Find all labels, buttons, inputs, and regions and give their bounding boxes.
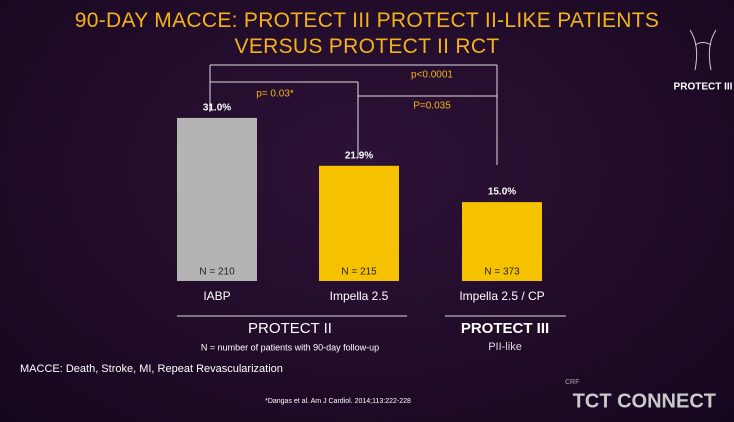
chart-title: 90-DAY MACCE: PROTECT III PROTECT II-LIK… [74, 9, 660, 58]
x-tick-label: Impella 2.5 / CP [459, 289, 544, 303]
logo: PROTECT III [674, 82, 733, 93]
sample-size: N = 373 [484, 267, 520, 278]
x-tick-label: Impella 2.5 [330, 289, 389, 303]
event: TCT CONNECT [573, 390, 716, 412]
p-value: P=0.035 [413, 101, 451, 112]
group-label: PROTECT II [248, 320, 332, 337]
logo-figure [689, 29, 717, 71]
value-label: 21.9% [345, 150, 373, 161]
sample-size: N = 215 [341, 267, 377, 278]
bar [177, 117, 257, 281]
value-label: 31.0% [203, 103, 231, 114]
org: CRF [565, 379, 579, 386]
group-subtitle: PII-like [488, 341, 522, 353]
bar [319, 165, 399, 281]
note: N = number of patients with 90-day follo… [201, 342, 379, 352]
p-value: p= 0.03* [256, 89, 294, 100]
x-tick-label: IABP [203, 289, 230, 303]
value-label: 15.0% [488, 187, 516, 198]
footnote: *Dangas et al. Am J Cardiol. 2014;113:22… [265, 398, 411, 405]
p-value: p<0.0001 [411, 70, 453, 81]
bar [462, 202, 542, 281]
definition: MACCE: Death, Stroke, MI, Repeat Revascu… [20, 363, 283, 375]
sample-size: N = 210 [199, 267, 235, 278]
group-label: PROTECT III [461, 320, 549, 337]
